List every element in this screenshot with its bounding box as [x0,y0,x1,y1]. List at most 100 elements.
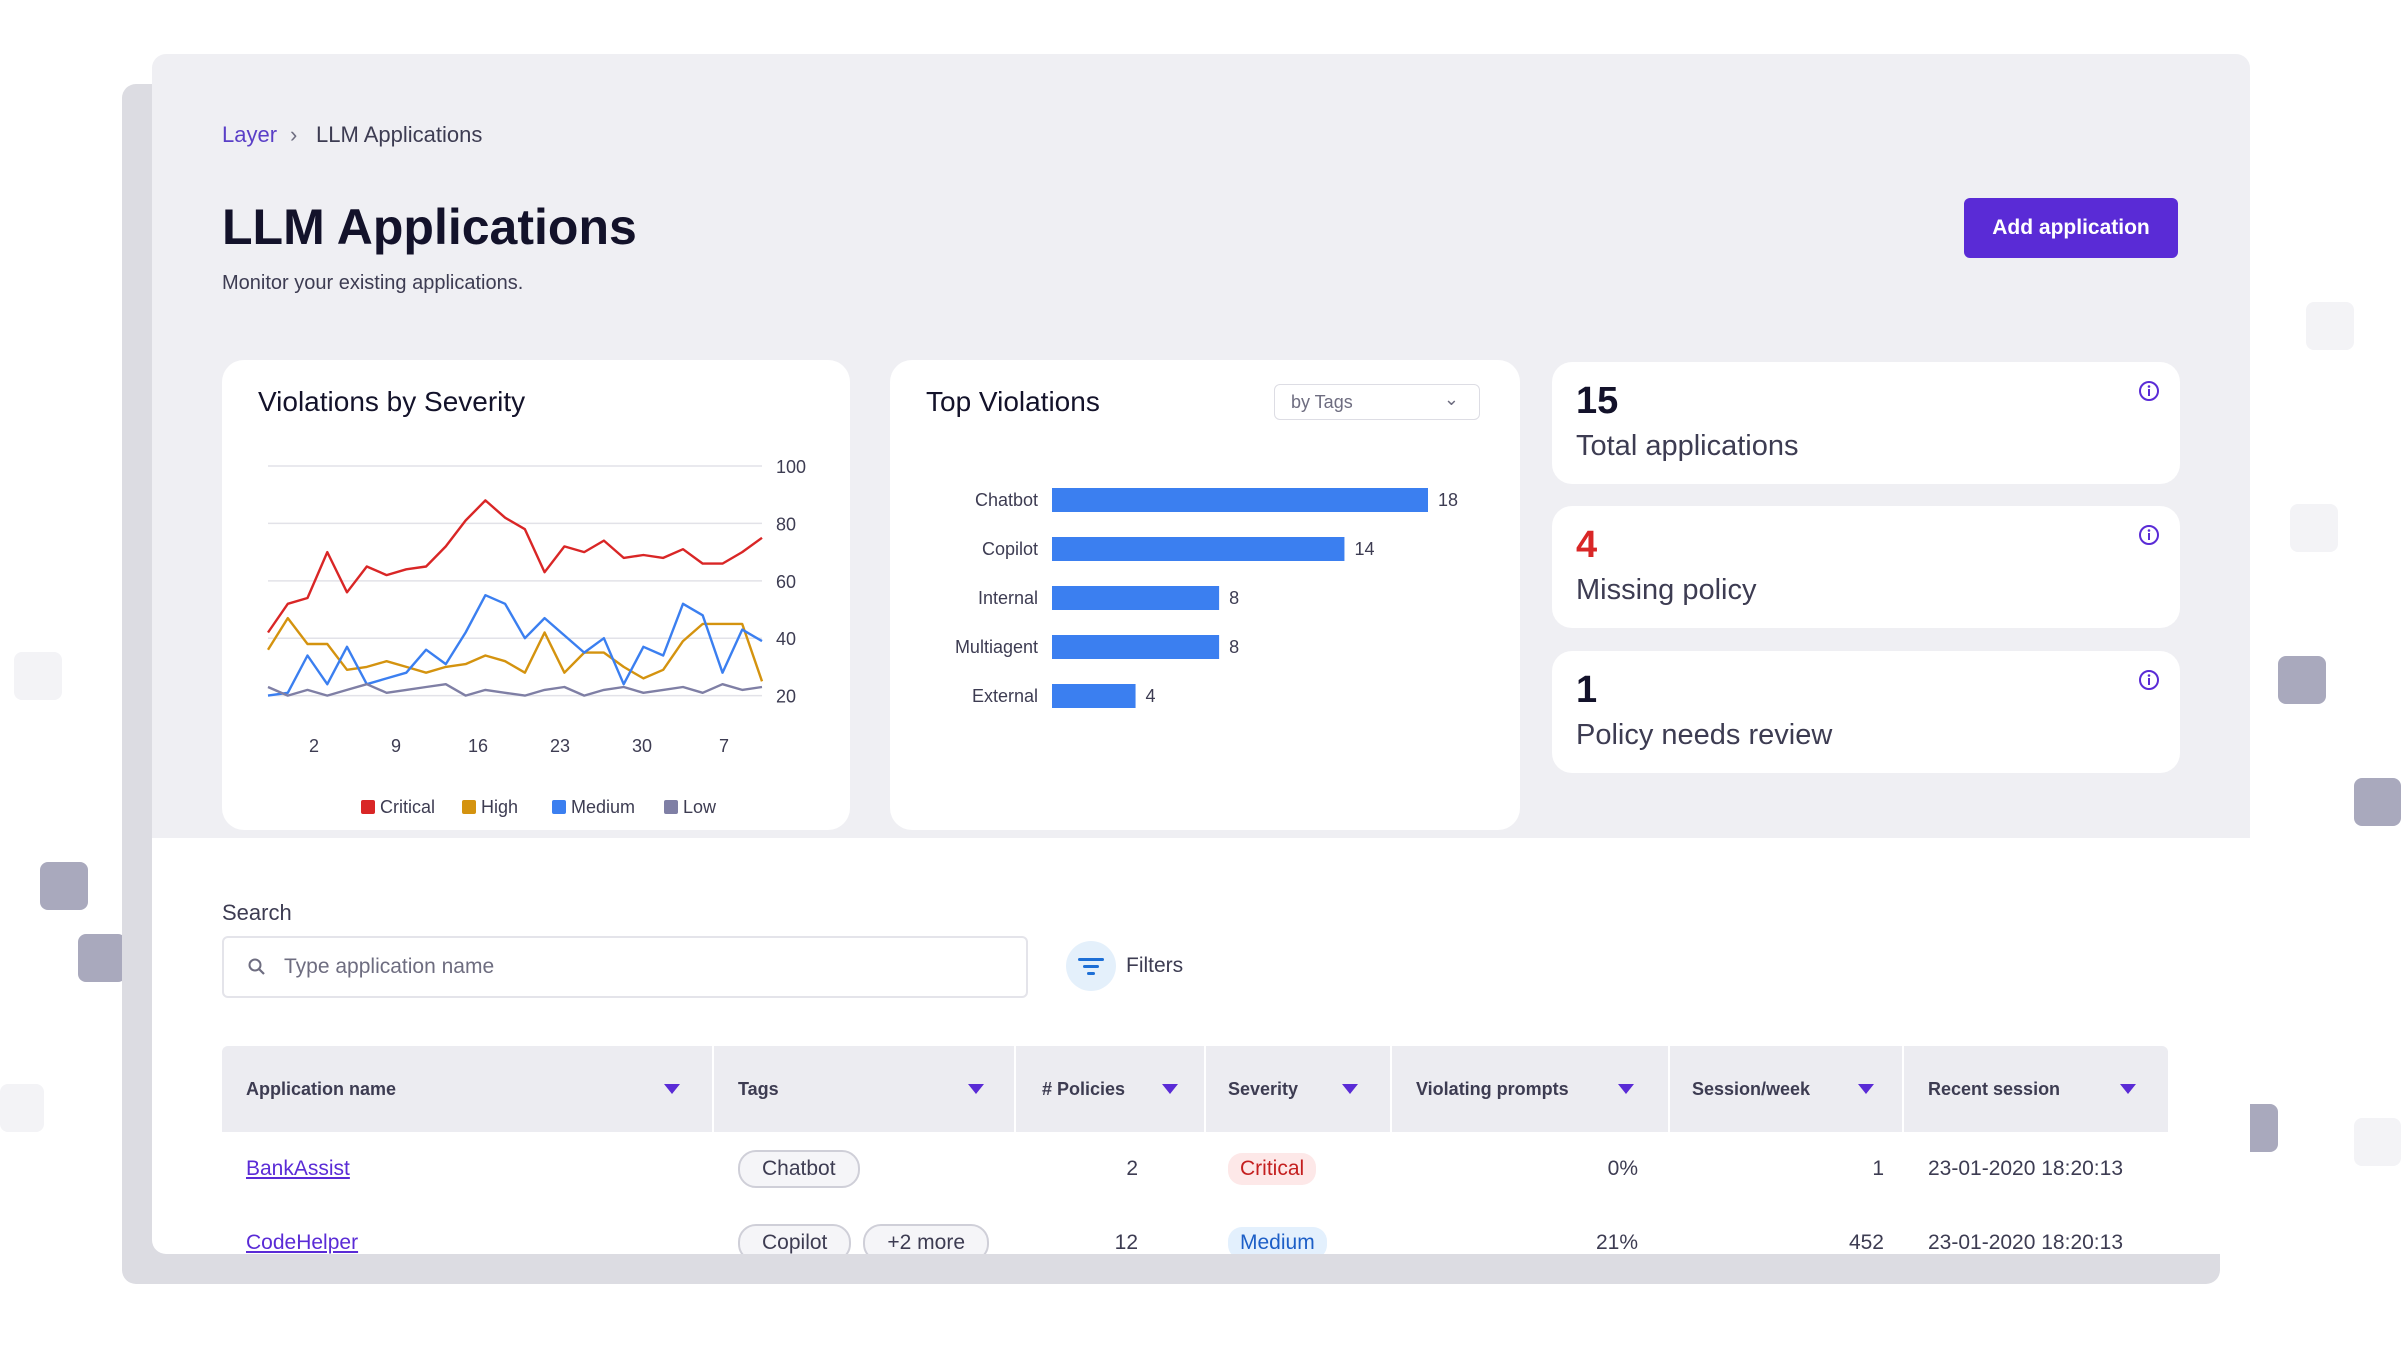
sort-caret-icon[interactable] [1618,1084,1634,1094]
violating-prompts-cell: 0% [1607,1157,1638,1180]
chevron-down-icon: ⌄ [1443,389,1459,409]
policies-cell: 2 [1126,1157,1138,1180]
severity-badge: Medium [1228,1227,1327,1254]
legend-swatch [552,800,566,814]
column-header-application-name[interactable]: Application name [246,1078,397,1099]
policies-cell: 12 [1114,1231,1138,1254]
violations-by-severity-card: Violations by Severity 100 80 60 40 20 2 9 16 23… [222,360,850,830]
sessions-week-cell: 452 [1848,1231,1884,1254]
bar-value-label: 14 [1354,539,1374,559]
info-icon[interactable] [2138,524,2160,546]
column-header-severity[interactable]: Severity [1228,1078,1299,1099]
bar-category-label: Chatbot [975,490,1038,510]
sessions-week-cell: 1 [1872,1157,1884,1180]
y-tick-label: 100 [776,457,806,477]
column-header-recent-session[interactable]: Recent session [1928,1078,2061,1099]
x-tick-label: 2 [309,736,319,756]
breadcrumb-root-link[interactable]: Layer [222,122,278,147]
severity-cell: Critical [1228,1132,1317,1206]
x-tick-label: 30 [632,736,652,756]
decorative-square [2306,302,2354,350]
kpi-label: Total applications [1576,430,1799,462]
decorative-square [0,1084,44,1132]
table-row[interactable]: CodeHelper Copilot +2 more 12 Medium 21%… [222,1206,2168,1254]
tag-pill[interactable]: Chatbot [738,1150,860,1188]
sort-caret-icon[interactable] [2120,1084,2136,1094]
sort-caret-icon[interactable] [968,1084,984,1094]
sort-caret-icon[interactable] [664,1084,680,1094]
sort-caret-icon[interactable] [1858,1084,1874,1094]
kpi-label: Policy needs review [1576,719,1833,751]
bar-category-label: External [972,686,1038,706]
y-tick-label: 80 [776,514,796,534]
info-icon[interactable] [2138,380,2160,402]
column-divider [1668,1046,1670,1132]
legend-label: Critical [380,797,435,817]
bar-category-label: Multiagent [955,637,1038,657]
bar [1052,586,1220,610]
column-header-policies[interactable]: # Policies [1042,1078,1126,1099]
application-name-cell: CodeHelper [246,1206,358,1254]
kpi-card-missing-policy: 4 Missing policy [1552,506,2180,628]
application-link[interactable]: BankAssist [246,1157,350,1180]
tags-cell: Copilot +2 more [738,1206,1001,1254]
recent-session-cell: 23-01-2020 18:20:13 [1928,1157,2123,1180]
severity-chart-title: Violations by Severity [258,386,526,417]
more-tags-pill[interactable]: +2 more [863,1224,989,1254]
sort-caret-icon[interactable] [1162,1084,1178,1094]
kpi-label: Missing policy [1576,574,1757,606]
filters-button[interactable]: Filters [1066,940,1183,992]
top-violations-card: Top Violations by Tags ⌄ Chatbot 18 Copilo… [890,360,1520,830]
filters-label: Filters [1126,954,1184,977]
tag-pill[interactable]: Copilot [738,1224,852,1254]
table-row[interactable]: BankAssist Chatbot 2 Critical 0% 1 23-01… [222,1132,2168,1207]
decorative-square [40,862,88,910]
kpi-value: 4 [1576,524,1598,566]
bar-value-label: 8 [1229,637,1239,657]
breadcrumb-current: LLM Applications [316,122,483,147]
bar-value-label: 18 [1438,490,1458,510]
severity-cell: Medium [1228,1206,1327,1254]
sort-caret-icon[interactable] [1342,1084,1358,1094]
y-tick-label: 60 [776,572,796,592]
info-icon[interactable] [2138,669,2160,691]
kpi-value: 1 [1576,669,1598,711]
kpi-card-policy-needs-review: 1 Policy needs review [1552,651,2180,773]
search-input[interactable] [282,948,1006,986]
y-tick-label: 20 [776,687,796,707]
legend-label: Medium [571,797,635,817]
search-icon [248,958,265,975]
column-header-violating-prompts[interactable]: Violating prompts [1416,1078,1569,1099]
recent-session-cell: 23-01-2020 18:20:13 [1928,1231,2123,1254]
column-header-session-week[interactable]: Session/week [1692,1078,1811,1099]
bar-category-label: Internal [978,588,1038,608]
bar [1052,684,1136,708]
column-header-tags[interactable]: Tags [738,1078,779,1099]
kpi-card-total-applications: 15 Total applications [1552,362,2180,484]
app-window: Layer › LLM Applications LLM Application… [152,54,2250,1254]
legend-swatch [664,800,678,814]
column-divider [1014,1046,1016,1132]
decorative-square [2290,504,2338,552]
series-line-critical [267,499,763,634]
violating-prompts-cell: 21% [1595,1231,1638,1254]
filter-icon [1066,941,1116,991]
search-field[interactable] [222,936,1028,998]
application-link[interactable]: CodeHelper [246,1231,359,1254]
column-divider [712,1046,714,1132]
bar [1052,635,1220,659]
page-title: LLM Applications [222,199,637,255]
legend-label: Low [683,797,717,817]
x-tick-label: 23 [550,736,570,756]
top-violations-title: Top Violations [926,386,1100,417]
series-line-medium [267,593,763,697]
bar-value-label: 4 [1146,686,1156,706]
page-subtitle: Monitor your existing applications. [222,272,524,294]
add-application-button[interactable]: Add application [1964,198,2178,258]
series-line-low [267,683,763,697]
bar-value-label: 8 [1229,588,1239,608]
kpi-value: 15 [1576,380,1619,422]
group-by-dropdown[interactable]: by Tags ⌄ [1274,384,1480,420]
series-line-high [266,616,764,682]
x-tick-label: 7 [719,736,729,756]
